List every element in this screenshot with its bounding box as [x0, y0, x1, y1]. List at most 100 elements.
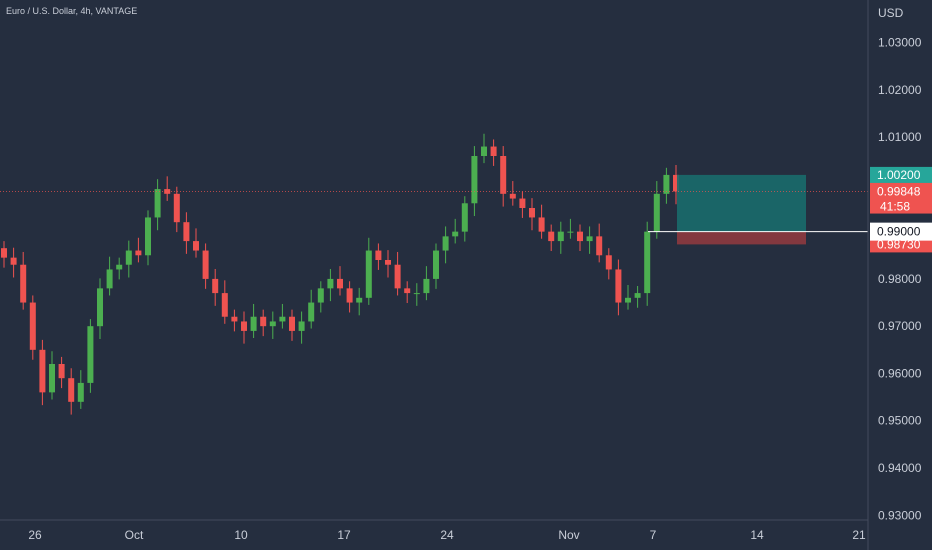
- candle: [644, 231, 651, 294]
- candle: [500, 156, 507, 194]
- candle: [97, 288, 103, 327]
- candle: [77, 382, 84, 402]
- candles: [1, 133, 679, 415]
- current-price-label-bg: [870, 182, 932, 214]
- candle: [452, 231, 459, 237]
- time-axis-label: 7: [650, 528, 657, 542]
- candle: [279, 316, 286, 322]
- candle: [605, 255, 612, 270]
- price-axis-tick: 1.02000: [878, 83, 922, 97]
- candle: [577, 231, 583, 242]
- candle: [135, 250, 142, 256]
- candle: [423, 278, 430, 294]
- candle: [433, 250, 439, 279]
- candle: [298, 321, 305, 331]
- time-axis-label: 26: [28, 528, 42, 542]
- price-axis-tick: 0.93000: [878, 508, 922, 522]
- candle: [125, 250, 132, 265]
- candle: [404, 288, 411, 294]
- candle: [557, 231, 564, 242]
- stop-loss-zone: [677, 231, 806, 245]
- candle: [337, 278, 343, 289]
- candle: [20, 264, 27, 303]
- candle: [634, 293, 641, 298]
- candle: [471, 156, 478, 204]
- candle: [164, 189, 171, 194]
- candle: [356, 297, 363, 303]
- price-axis-tick: 1.01000: [878, 130, 922, 144]
- candle: [481, 146, 487, 156]
- candle: [1, 248, 7, 258]
- price-axis-tick: 0.98000: [878, 272, 922, 286]
- candle: [327, 278, 334, 289]
- entry-label-bg: [870, 222, 932, 241]
- candle: [29, 302, 36, 350]
- candle: [231, 316, 238, 322]
- entry-label: 0.99000: [877, 225, 921, 239]
- time-axis-label: 21: [852, 528, 866, 542]
- candle: [653, 193, 660, 232]
- candle: [173, 193, 180, 223]
- take-profit-label-bg: [870, 166, 932, 183]
- time-axis-label: Nov: [558, 528, 579, 542]
- candle: [145, 217, 151, 256]
- price-axis-tick: 0.97000: [878, 319, 922, 333]
- time-axis-label: 14: [750, 528, 764, 542]
- current-price-label: 0.99848: [877, 185, 921, 199]
- candle: [87, 326, 94, 383]
- bar-countdown-label: 41:58: [880, 200, 910, 214]
- take-profit-zone: [677, 174, 806, 232]
- candle: [509, 193, 516, 199]
- candle: [58, 364, 65, 379]
- candle: [490, 146, 497, 156]
- candle: [519, 198, 526, 208]
- candle: [183, 222, 190, 242]
- candle: [615, 269, 622, 303]
- candle: [39, 349, 46, 393]
- candle: [461, 203, 468, 232]
- candle: [269, 321, 276, 327]
- candle: [346, 288, 353, 303]
- candle: [308, 302, 315, 322]
- time-axis-label: 24: [440, 528, 454, 542]
- candle: [365, 250, 372, 298]
- candle: [625, 297, 631, 303]
- price-axis-currency: USD: [878, 6, 904, 20]
- candle: [663, 174, 670, 194]
- price-axis-tick: 1.03000: [878, 36, 922, 50]
- candle: [548, 231, 555, 242]
- time-axis-label: 10: [234, 528, 248, 542]
- candle: [385, 260, 391, 265]
- time-axis-label: 17: [337, 528, 351, 542]
- candle: [529, 208, 535, 218]
- candle: [193, 241, 199, 251]
- candle: [596, 236, 603, 256]
- symbol-title: Euro / U.S. Dollar, 4h, VANTAGE: [6, 6, 138, 16]
- time-axis-label: Oct: [125, 528, 144, 542]
- price-axis-tick: 0.96000: [878, 366, 922, 380]
- stop-loss-label: 0.98730: [877, 237, 921, 251]
- price-axis-tick: 0.94000: [878, 461, 922, 475]
- price-axis-tick: 0.95000: [878, 414, 922, 428]
- candle: [212, 278, 219, 294]
- candle: [68, 378, 75, 402]
- candle: [260, 316, 267, 327]
- take-profit-label: 1.00200: [877, 168, 921, 182]
- candle: [250, 316, 257, 331]
- candle: [586, 236, 593, 242]
- candle: [116, 264, 123, 270]
- candle: [673, 174, 679, 192]
- candle: [317, 288, 324, 303]
- candle: [49, 364, 55, 393]
- candle: [413, 293, 420, 295]
- candle: [375, 250, 382, 260]
- candle: [538, 217, 545, 232]
- candle: [289, 316, 295, 331]
- candle: [394, 264, 401, 289]
- candle: [567, 231, 574, 233]
- candle: [10, 257, 17, 265]
- candle: [154, 189, 161, 218]
